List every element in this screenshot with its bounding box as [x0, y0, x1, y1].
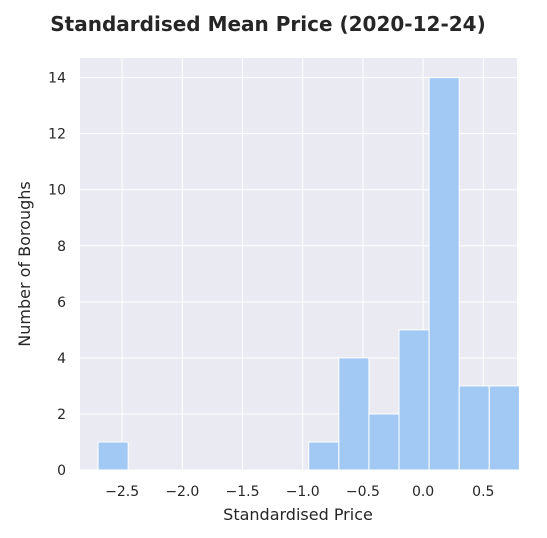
histogram-bar-12 — [458, 385, 490, 471]
x-tick-label-0: −2.5 — [105, 484, 139, 500]
y-tick-label-5: 10 — [48, 183, 66, 199]
x-tick-label-5: 0.0 — [412, 484, 434, 500]
histogram-bar-8 — [338, 357, 370, 471]
histogram-bar-7 — [308, 441, 340, 471]
histogram-bar-0 — [97, 441, 129, 471]
histogram-bar-10 — [398, 329, 430, 471]
y-tick-label-4: 8 — [57, 239, 66, 255]
x-tick-label-3: −1.0 — [286, 484, 320, 500]
x-tick-label-4: −0.5 — [346, 484, 380, 500]
x-axis-label: Standardised Price — [223, 505, 373, 524]
histogram-bars — [97, 77, 520, 471]
y-tick-label-1: 2 — [57, 407, 66, 423]
y-axis-label: Number of Boroughs — [15, 181, 34, 346]
y-tick-label-3: 6 — [57, 295, 66, 311]
histogram-bar-9 — [368, 413, 400, 471]
x-tick-label-6: 0.5 — [472, 484, 494, 500]
x-tick-label-1: −2.0 — [165, 484, 199, 500]
y-tick-label-0: 0 — [57, 463, 66, 479]
y-tick-label-2: 4 — [57, 351, 66, 367]
chart-title: Standardised Mean Price (2020-12-24) — [50, 12, 485, 36]
x-tick-label-2: −1.5 — [226, 484, 260, 500]
x-axis-ticks: −2.5 −2.0 −1.5 −1.0 −0.5 0.0 0.5 — [105, 484, 494, 500]
y-tick-label-6: 12 — [48, 127, 66, 143]
histogram-bar-13 — [488, 385, 520, 471]
y-axis-ticks: 0 2 4 6 8 10 12 14 — [48, 71, 66, 479]
y-tick-label-7: 14 — [48, 71, 66, 87]
histogram-bar-11 — [428, 77, 460, 471]
